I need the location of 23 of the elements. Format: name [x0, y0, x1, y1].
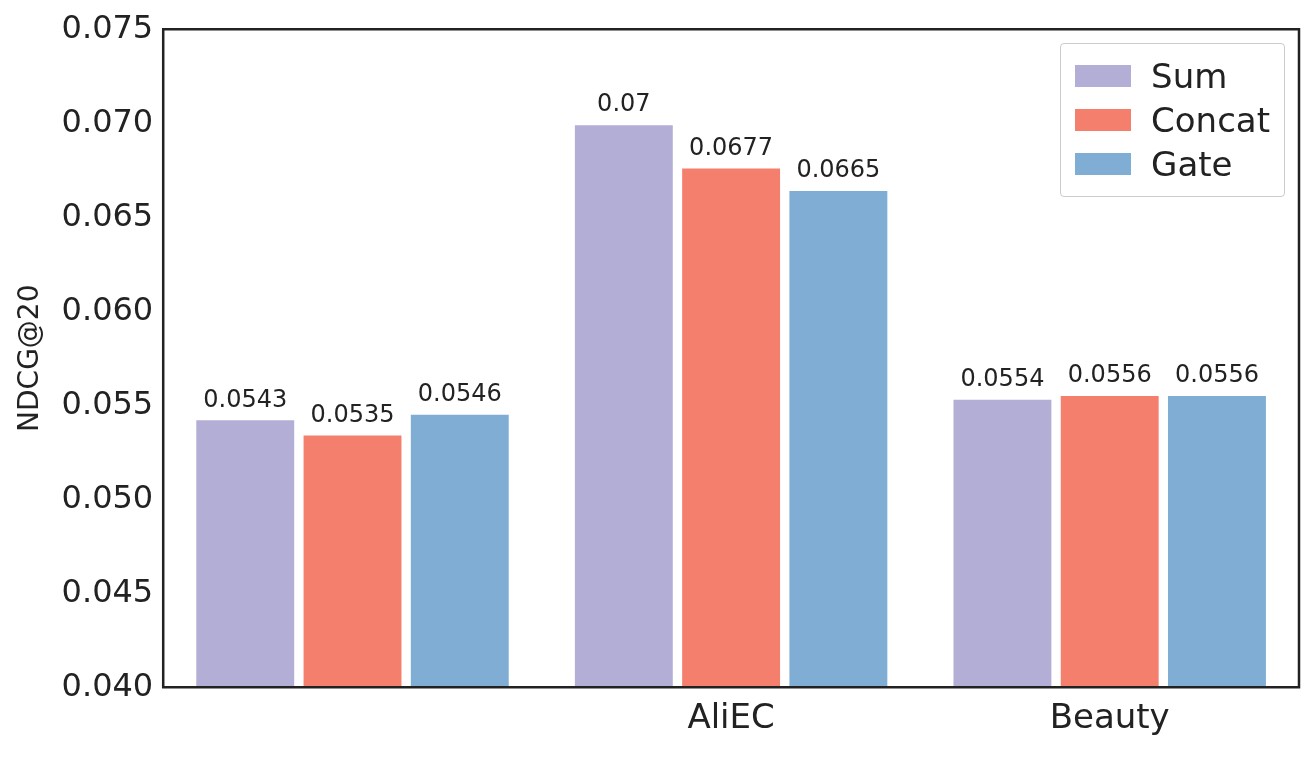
data-label: 0.07	[597, 89, 651, 118]
data-label: 0.0556	[1174, 360, 1259, 389]
y-tick-label: 0.075	[61, 7, 154, 46]
legend-label: Concat	[1151, 100, 1270, 141]
legend-label: Sum	[1151, 56, 1228, 97]
y-axis-title: NDCG@20	[12, 284, 46, 432]
data-label: 0.0677	[689, 132, 774, 161]
data-label: 0.0546	[417, 378, 502, 407]
data-label: 0.0535	[310, 399, 395, 428]
data-label: 0.0543	[203, 384, 288, 413]
y-tick-label: 0.050	[61, 477, 154, 516]
y-tick-label: 0.060	[61, 289, 154, 328]
y-tick-label: 0.065	[61, 195, 154, 234]
x-tick-label: Beauty	[1049, 696, 1170, 737]
x-tick-label: AliEC	[687, 696, 775, 737]
y-tick-label: 0.070	[61, 101, 154, 140]
legend-label: Gate	[1151, 144, 1233, 185]
y-tick-label: 0.055	[61, 383, 154, 422]
data-label: 0.0554	[960, 363, 1045, 392]
data-label: 0.0665	[796, 155, 881, 184]
y-tick-label: 0.040	[61, 665, 154, 704]
data-label: 0.0556	[1067, 360, 1152, 389]
y-tick-label: 0.045	[61, 571, 154, 610]
